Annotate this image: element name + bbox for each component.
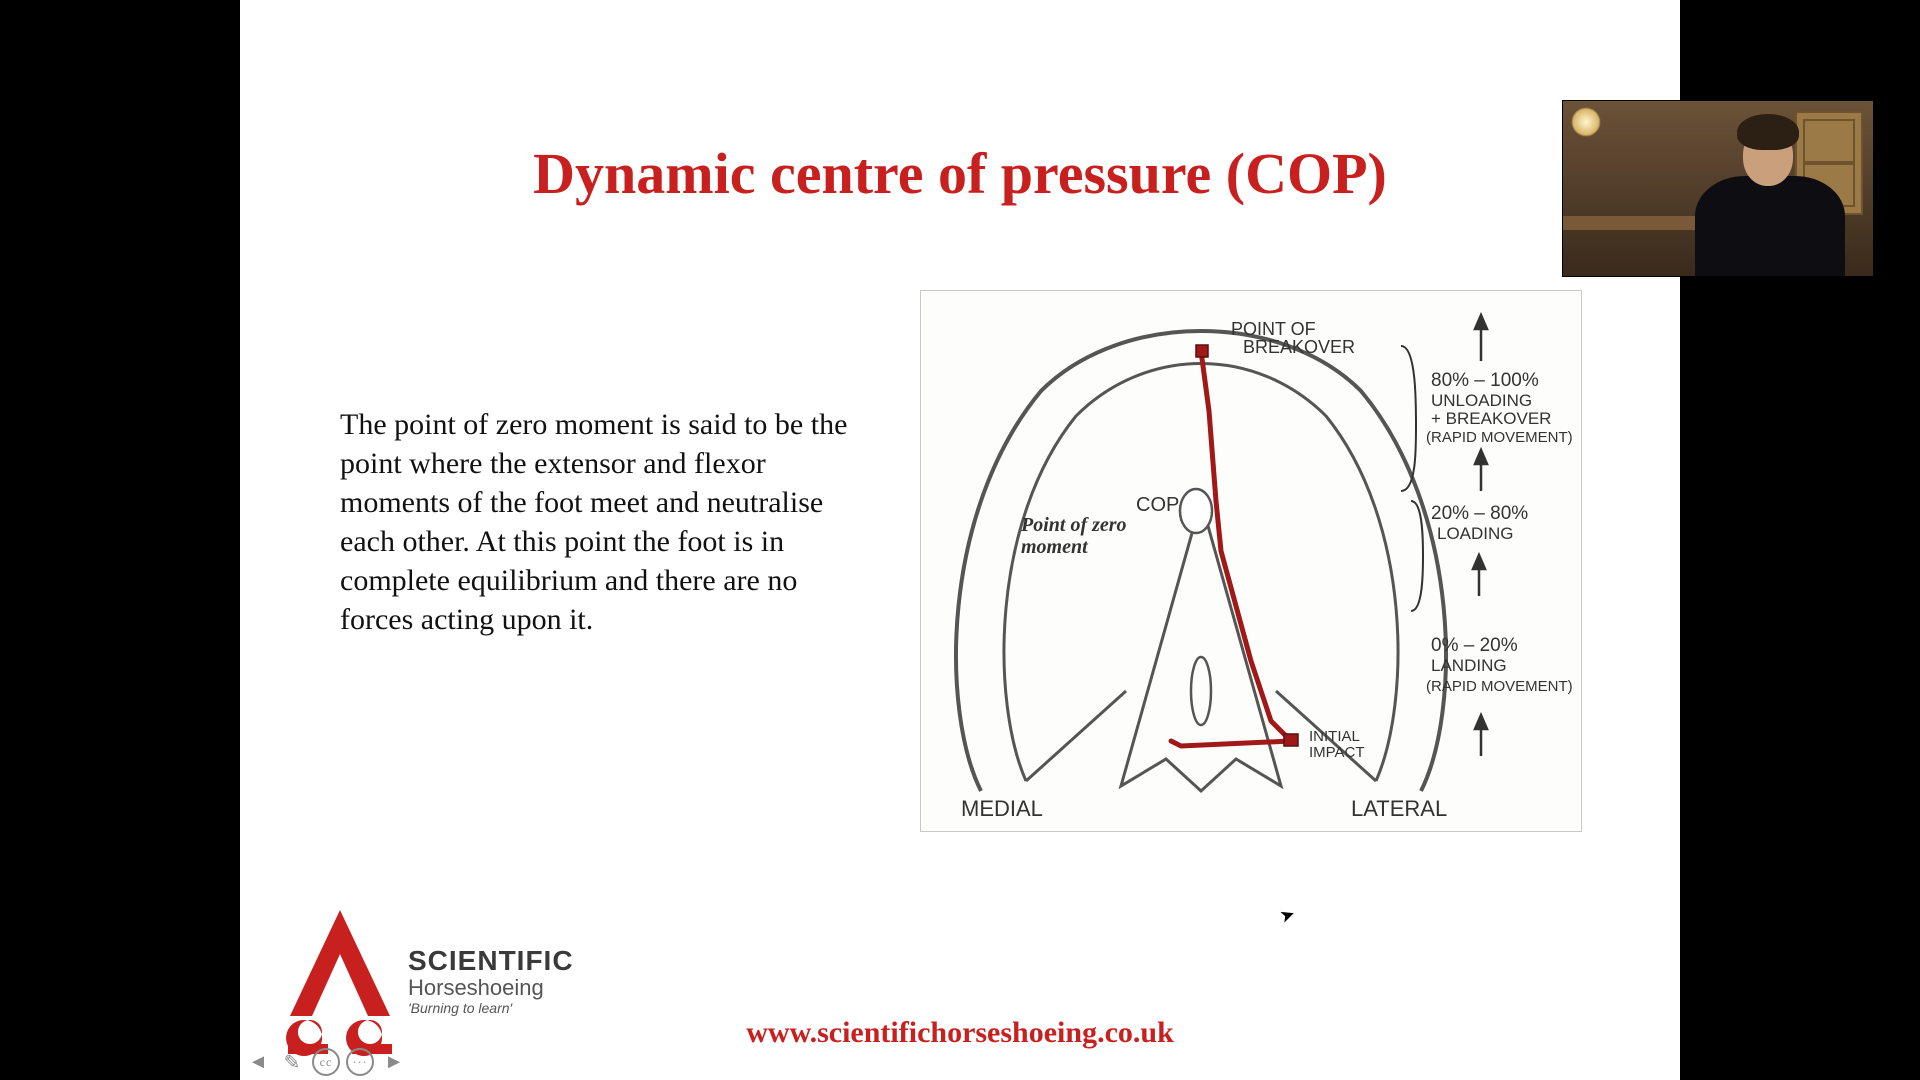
logo-text-line1: SCIENTIFIC (408, 946, 574, 975)
label-medial: MEDIAL (961, 796, 1043, 821)
slide-title: Dynamic centre of pressure (COP) (240, 140, 1680, 207)
pen-tool-button[interactable]: ✎ (278, 1048, 306, 1076)
logo-text-line2: Horseshoeing (408, 976, 574, 999)
more-options-button[interactable]: ··· (346, 1048, 374, 1076)
slide-body-text: The point of zero moment is said to be t… (340, 405, 870, 639)
cop-dot (1180, 489, 1212, 533)
label-breakover-2: BREAKOVER (1243, 337, 1355, 357)
phase-2-pct: 0% – 20% (1431, 635, 1518, 656)
hoof-sulcus (1191, 657, 1211, 725)
label-breakover-1: POINT OF (1231, 319, 1316, 339)
label-zero-moment-1: Point of zero (1020, 514, 1127, 536)
cop-path-landing-hook (1171, 741, 1291, 746)
label-lateral: LATERAL (1351, 796, 1447, 821)
label-zero-moment-2: moment (1021, 536, 1089, 558)
hoof-cop-diagram: COP Point of zero moment POINT OF BREAKO… (920, 290, 1582, 832)
label-initial-impact-1: INITIAL (1309, 728, 1360, 745)
phase-bracket-2 (1411, 501, 1423, 611)
label-cop: COP (1136, 494, 1179, 516)
subtitles-button[interactable]: cc (312, 1048, 340, 1076)
slide-stage: Dynamic centre of pressure (COP) The poi… (240, 0, 1680, 1080)
phase-1-pct: 20% – 80% (1431, 503, 1528, 524)
logo-tagline: 'Burning to learn' (408, 1001, 574, 1016)
phase-0-pct: 80% – 100% (1431, 370, 1539, 391)
phase-1-t1: LOADING (1437, 524, 1514, 543)
initial-impact-marker (1284, 734, 1298, 746)
hoof-bar-medial (1026, 691, 1126, 781)
phase-0-note: (RAPID MOVEMENT) (1426, 429, 1573, 446)
next-slide-button[interactable]: ► (380, 1048, 408, 1076)
breakover-marker (1196, 345, 1208, 357)
presenter-toolbar: ◄ ✎ cc ··· ► (240, 1046, 412, 1078)
phase-0-t2: + BREAKOVER (1431, 409, 1551, 428)
label-initial-impact-2: IMPACT (1309, 744, 1365, 761)
hoof-inner (1004, 364, 1398, 782)
phase-2-note: (RAPID MOVEMENT) (1426, 678, 1573, 695)
phase-2-t1: LANDING (1431, 656, 1507, 675)
footer-url: www.scientifichorseshoeing.co.uk (240, 1016, 1680, 1050)
hoof-outer (956, 331, 1446, 791)
presenter-webcam-thumbnail[interactable] (1562, 100, 1874, 277)
phase-0-t1: UNLOADING (1431, 391, 1532, 410)
prev-slide-button[interactable]: ◄ (244, 1048, 272, 1076)
